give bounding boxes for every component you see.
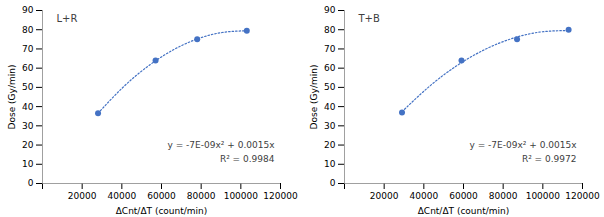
svg-text:T+B: T+B xyxy=(358,13,380,24)
svg-text:Dose (Gy/min): Dose (Gy/min) xyxy=(7,65,17,130)
svg-text:100000: 100000 xyxy=(224,191,259,201)
svg-text:y = -7E-09x² + 0.0015xR² = 0.9: y = -7E-09x² + 0.0015xR² = 0.9972 xyxy=(470,140,578,164)
svg-text:120000: 120000 xyxy=(565,191,600,201)
svg-text:80: 80 xyxy=(324,25,336,35)
svg-text:L+R: L+R xyxy=(57,13,78,24)
svg-text:60: 60 xyxy=(22,63,34,73)
svg-text:10: 10 xyxy=(324,159,336,169)
svg-text:100000: 100000 xyxy=(526,191,561,201)
svg-text:30: 30 xyxy=(22,121,34,131)
svg-text:20000: 20000 xyxy=(68,191,97,201)
svg-text:50: 50 xyxy=(324,82,336,92)
svg-text:80: 80 xyxy=(22,25,34,35)
svg-text:80000: 80000 xyxy=(489,191,518,201)
svg-text:70: 70 xyxy=(324,44,336,54)
svg-text:ΔCnt/ΔT (count/min): ΔCnt/ΔT (count/min) xyxy=(116,206,208,216)
svg-text:60: 60 xyxy=(324,63,336,73)
svg-text:90: 90 xyxy=(22,5,34,15)
svg-text:0: 0 xyxy=(28,178,34,188)
svg-text:20: 20 xyxy=(324,140,336,150)
svg-text:20000: 20000 xyxy=(370,191,399,201)
svg-text:10: 10 xyxy=(22,159,34,169)
svg-text:50: 50 xyxy=(22,82,34,92)
svg-text:80000: 80000 xyxy=(187,191,216,201)
svg-text:ΔCnt/ΔT (count/min): ΔCnt/ΔT (count/min) xyxy=(418,206,510,216)
svg-text:Dose (Gy/min): Dose (Gy/min) xyxy=(309,65,319,130)
svg-text:0: 0 xyxy=(330,178,336,188)
svg-text:40: 40 xyxy=(324,101,336,111)
svg-text:70: 70 xyxy=(22,44,34,54)
svg-text:60000: 60000 xyxy=(449,191,478,201)
svg-text:40: 40 xyxy=(22,101,34,111)
svg-text:40000: 40000 xyxy=(108,191,137,201)
svg-text:y = -7E-09x² + 0.0015xR² = 0.9: y = -7E-09x² + 0.0015xR² = 0.9984 xyxy=(168,140,276,164)
svg-text:60000: 60000 xyxy=(147,191,176,201)
svg-text:90: 90 xyxy=(324,5,336,15)
svg-text:30: 30 xyxy=(324,121,336,131)
svg-text:20: 20 xyxy=(22,140,34,150)
svg-text:40000: 40000 xyxy=(410,191,439,201)
svg-text:120000: 120000 xyxy=(263,191,298,201)
